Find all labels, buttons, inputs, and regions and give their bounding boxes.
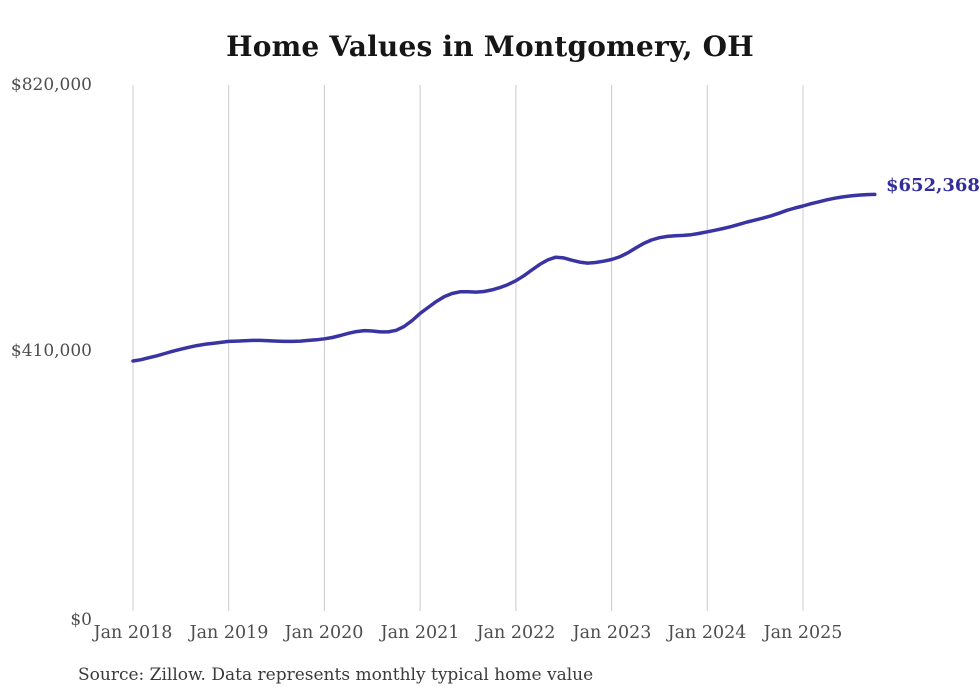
home-value-line [131,192,877,363]
y-axis-tick-820000: $820,000 [10,75,92,95]
latest-value-label: $652,368 [886,175,980,196]
chart-title: Home Values in Montgomery, OH [226,30,754,63]
x-axis-tick-jan-2021: Jan 2021 [380,623,460,643]
y-axis-tick-410000: $410,000 [10,341,92,361]
x-axis-tick-jan-2024: Jan 2024 [667,623,747,643]
source-note: Source: Zillow. Data represents monthly … [78,665,594,685]
x-axis-tick-jan-2019: Jan 2019 [189,623,269,643]
x-axis-tick-jan-2022: Jan 2022 [476,623,556,643]
x-axis-tick-jan-2023: Jan 2023 [572,623,652,643]
x-axis-tick-jan-2025: Jan 2025 [763,623,843,643]
y-axis-tick-0: $0 [70,610,92,630]
x-axis-tick-jan-2018: Jan 2018 [93,623,173,643]
x-axis-tick-jan-2020: Jan 2020 [284,623,364,643]
